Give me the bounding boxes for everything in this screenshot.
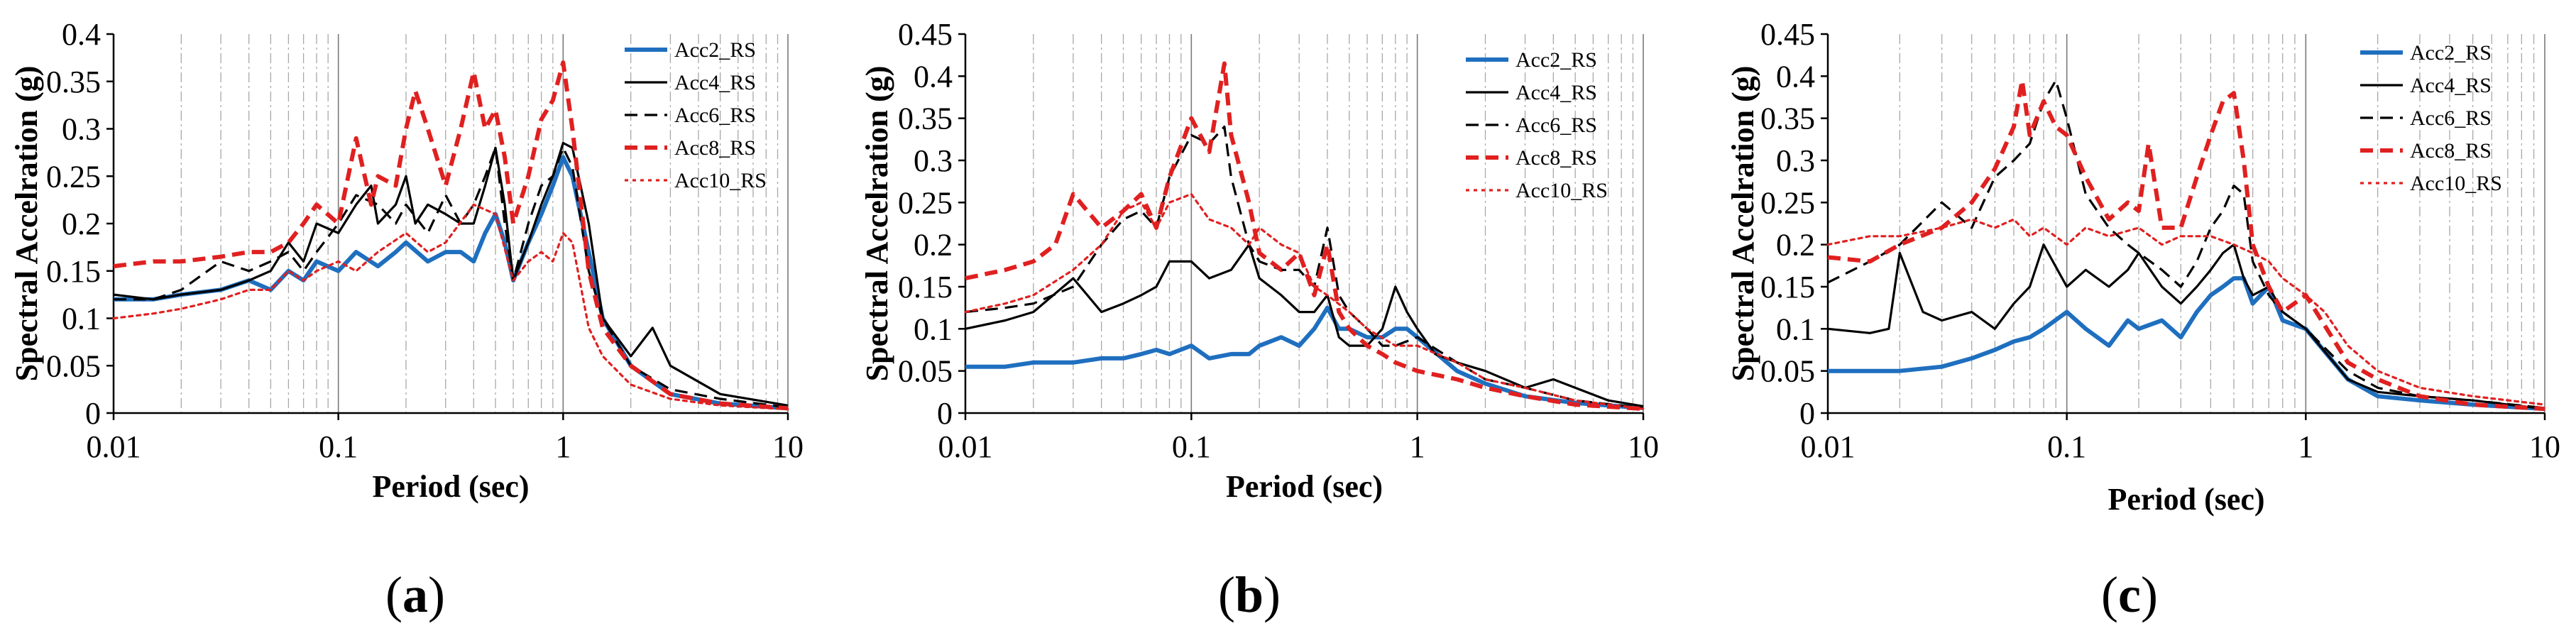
legend-label: Acc2_RS [2410, 41, 2492, 65]
chart-panel-a: 0 0.05 0.1 0.15 0.2 0.25 0.3 0.35 0.4 0.01 0.1 1 10 A… [9, 17, 804, 623]
legend-label: Acc2_RS [1516, 48, 1597, 72]
y-tick-label: 0.2 [1776, 228, 1815, 263]
x-tick-label: 0.01 [938, 429, 993, 464]
legend: Acc2_RS Acc4_RS Acc6_RS Acc8_RS Acc10_RS [1466, 48, 1608, 202]
series-line-acc6-rs [965, 125, 1644, 410]
series-line-acc8-rs [113, 60, 789, 411]
y-tick-label: 0.35 [46, 65, 101, 99]
legend-label: Acc10_RS [1516, 179, 1608, 202]
series-line-acc10-rs [112, 203, 789, 411]
x-tick-label: 0.1 [1172, 429, 1211, 464]
series-line-acc2-rs [965, 305, 1644, 410]
series-line-acc6-rs [1827, 79, 2545, 410]
y-tick-label: 0.3 [914, 143, 953, 178]
series-line-acc4-rs [113, 141, 789, 407]
panel-letter: a [402, 566, 428, 623]
y-tick-label: 0.05 [898, 354, 953, 389]
y-tick-label: 0.4 [914, 59, 953, 94]
y-tick-label: 0 [1799, 396, 1815, 431]
y-tick-label: 0.2 [914, 228, 953, 263]
legend-label: Acc8_RS [2410, 139, 2492, 163]
y-tick-label: 0.25 [46, 159, 101, 194]
y-tick-label: 0.4 [1776, 59, 1815, 94]
series-line-acc2-rs [114, 155, 789, 411]
x-tick-label: 1 [2298, 429, 2313, 464]
y-axis-title: Spectral Accelration (g) [1726, 66, 1760, 382]
y-tick-label: 0.35 [898, 101, 953, 136]
legend-label: Acc6_RS [1516, 114, 1597, 137]
legend: Acc2_RS Acc4_RS Acc6_RS Acc8_RS Acc10_RS [625, 38, 767, 192]
legend-label: Acc2_RS [674, 38, 756, 62]
y-tick-label: 0.15 [46, 254, 101, 289]
x-axis-title: Period (sec) [2108, 482, 2264, 517]
legend-label: Acc6_RS [2410, 106, 2492, 130]
x-tick-label: 10 [772, 429, 804, 464]
y-tick-label: 0.3 [1776, 143, 1815, 178]
x-tick-label: 10 [2529, 429, 2560, 464]
x-tick-label: 10 [1628, 429, 1659, 464]
panel-letter: b [1235, 566, 1264, 623]
x-tick-label: 0.01 [87, 429, 141, 464]
legend-label: Acc10_RS [674, 169, 767, 192]
y-axis-title: Spectral Accelration (g) [860, 66, 894, 382]
chart-panel-c: 0 0.05 0.1 0.15 0.2 0.25 0.3 0.35 0.4 0.45 0.01 0.1… [1726, 17, 2560, 623]
y-tick-label: 0.05 [46, 348, 101, 383]
x-tick-label: 0.01 [1801, 429, 1856, 464]
series-lines [1826, 78, 2546, 412]
y-tick-label: 0.25 [898, 185, 953, 220]
series-lines [964, 61, 1645, 412]
y-tick-label: 0.1 [1776, 312, 1815, 346]
y-tick-label: 0.15 [1760, 270, 1815, 304]
x-tick-label: 1 [555, 429, 571, 464]
y-tick-label: 0.4 [62, 17, 101, 52]
x-tick-label: 1 [1410, 429, 1425, 464]
series-line-acc10-rs [964, 192, 1645, 410]
x-axis-title: Period (sec) [1226, 469, 1383, 504]
y-tick-label: 0 [85, 396, 101, 431]
legend-label: Acc10_RS [2410, 172, 2502, 195]
series-line-acc4-rs [965, 243, 1644, 408]
legend-label: Acc8_RS [674, 136, 756, 160]
y-tick-label: 0.35 [1760, 101, 1815, 136]
y-tick-label: 0.45 [1760, 17, 1815, 52]
legend-label: Acc6_RS [674, 104, 756, 127]
panel-label: (a) [385, 566, 445, 623]
y-tick-label: 0.15 [898, 270, 953, 304]
series-lines [112, 60, 789, 411]
y-tick-label: 0.3 [62, 112, 101, 147]
series-line-acc8-rs [965, 61, 1644, 412]
panel-label: (b) [1218, 566, 1281, 623]
x-tick-label: 0.1 [2047, 429, 2086, 464]
y-tick-label: 0 [937, 396, 953, 431]
legend-label: Acc8_RS [1516, 146, 1597, 170]
panel-letter: c [2118, 566, 2141, 623]
y-tick-label: 0.05 [1760, 354, 1815, 389]
y-tick-label: 0.1 [914, 312, 953, 346]
y-tick-label: 0.1 [62, 302, 101, 336]
legend-label: Acc4_RS [2410, 74, 2492, 97]
x-axis-title: Period (sec) [372, 469, 529, 504]
y-tick-label: 0.25 [1760, 185, 1815, 220]
legend: Acc2_RS Acc4_RS Acc6_RS Acc8_RS Acc10_RS [2360, 41, 2502, 195]
y-tick-label: 0.45 [898, 17, 953, 52]
chart-panel-b: 0 0.05 0.1 0.15 0.2 0.25 0.3 0.35 0.4 0.45 0.01 0.1… [860, 17, 1659, 623]
y-axis-title: Spectral Accelration (g) [9, 66, 44, 382]
series-line-acc10-rs [1826, 218, 2546, 406]
legend-label: Acc4_RS [1516, 81, 1597, 104]
y-tick-label: 0.2 [62, 207, 101, 241]
legend-label: Acc4_RS [674, 71, 756, 94]
panel-label: (c) [2101, 566, 2158, 623]
x-tick-label: 0.1 [319, 429, 358, 464]
